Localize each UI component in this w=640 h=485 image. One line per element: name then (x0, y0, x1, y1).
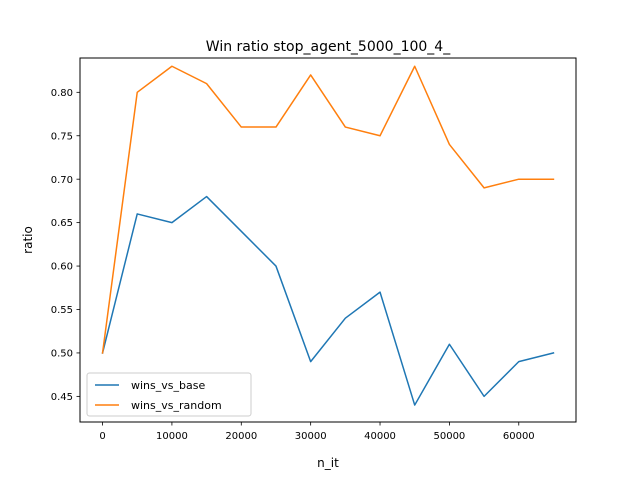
x-axis-label: n_it (317, 456, 339, 470)
y-tick-label: 0.60 (51, 262, 73, 273)
legend-label: wins_vs_random (131, 399, 222, 412)
x-tick-label: 20000 (225, 431, 257, 442)
y-tick-label: 0.55 (51, 305, 73, 316)
y-axis: 0.45 0.50 0.55 0.60 0.65 0.70 0.75 0.80 (51, 88, 80, 403)
x-tick-label: 30000 (295, 431, 327, 442)
x-tick-label: 40000 (364, 431, 396, 442)
y-axis-label: ratio (21, 226, 35, 254)
y-tick-label: 0.80 (51, 88, 73, 99)
chart-title: Win ratio stop_agent_5000_100_4_ (206, 39, 451, 55)
series-line-wins_vs_random (101, 65, 555, 354)
legend-label: wins_vs_base (131, 379, 205, 392)
x-tick-label: 60000 (503, 431, 535, 442)
x-tick-label: 0 (99, 431, 105, 442)
series-line-wins_vs_base (101, 195, 555, 406)
y-tick-label: 0.75 (51, 131, 73, 142)
x-tick-label: 10000 (156, 431, 188, 442)
plot-frame (79, 57, 577, 423)
y-tick-label: 0.50 (51, 349, 73, 360)
x-axis: 0 10000 20000 30000 40000 50000 60000 (99, 422, 535, 442)
legend: wins_vs_base wins_vs_random (86, 372, 252, 417)
series-layer (101, 65, 555, 406)
legend-box (86, 372, 252, 417)
y-tick-label: 0.45 (51, 392, 73, 403)
y-tick-label: 0.65 (51, 218, 73, 229)
x-tick-label: 50000 (433, 431, 465, 442)
y-tick-label: 0.70 (51, 175, 73, 186)
